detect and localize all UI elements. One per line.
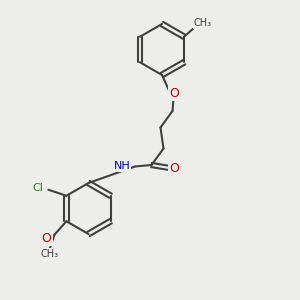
Text: O: O [41,232,51,245]
Text: NH: NH [113,161,130,171]
Text: CH₃: CH₃ [194,18,212,28]
Text: O: O [169,86,179,100]
Text: Cl: Cl [33,183,44,193]
Text: O: O [169,161,179,175]
Text: CH₃: CH₃ [41,249,59,259]
